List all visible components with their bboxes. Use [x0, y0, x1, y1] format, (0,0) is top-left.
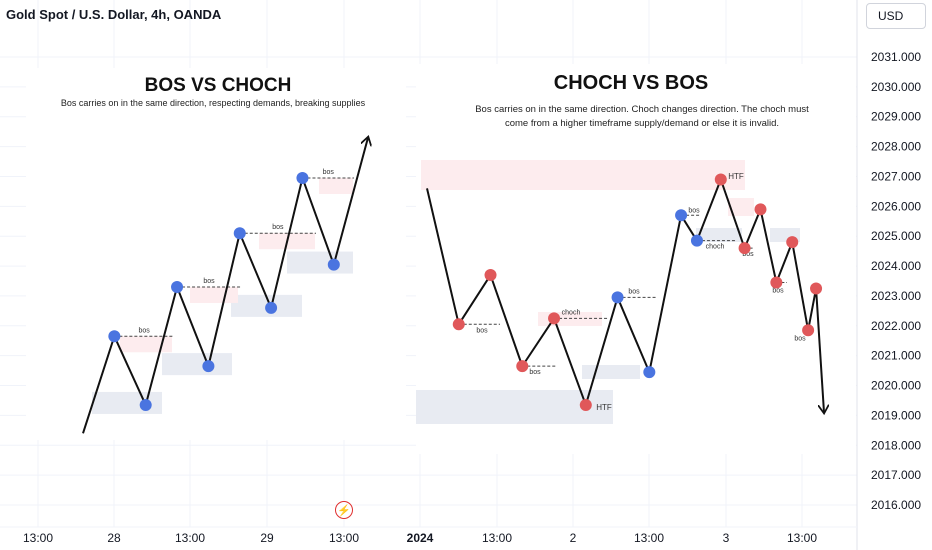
swing-low-point — [327, 258, 340, 271]
x-tick-label: 28 — [107, 531, 121, 545]
x-tick-label: 13:00 — [787, 531, 817, 545]
swing-low-point — [579, 398, 592, 411]
bos-label: bos — [772, 287, 784, 294]
y-tick-label: 2026.000 — [871, 199, 921, 213]
demand-zone — [582, 365, 640, 379]
right-panel-title: CHOCH VS BOS — [554, 72, 708, 94]
supply-zone — [421, 160, 745, 190]
swing-high-point — [548, 312, 561, 325]
right-panel-bg — [416, 64, 856, 454]
y-tick-label: 2019.000 — [871, 408, 921, 422]
bos-label: bos — [272, 224, 284, 231]
supply-zone — [319, 177, 353, 194]
symbol-title: Gold Spot / U.S. Dollar, 4h, OANDA — [6, 7, 222, 22]
bos-label: bos — [529, 369, 541, 376]
y-tick-label: 2028.000 — [871, 140, 921, 154]
bos-label: bos — [628, 288, 640, 295]
demand-zone — [162, 353, 232, 376]
swing-low-point — [202, 360, 215, 373]
bos-label: bos — [476, 327, 488, 334]
htf-demand-label: HTF — [596, 403, 612, 412]
left-price-path — [82, 138, 368, 434]
supply-zone — [728, 198, 754, 216]
bos-label: bos — [323, 169, 335, 176]
x-tick-label: 3 — [723, 531, 730, 545]
right-panel: CHOCH VS BOS Bos carries on in the same … — [416, 64, 856, 454]
y-tick-label: 2027.000 — [871, 169, 921, 183]
currency-button[interactable]: USD — [866, 3, 926, 29]
swing-high-point — [786, 236, 799, 249]
y-tick-label: 2020.000 — [871, 379, 921, 393]
price-axis[interactable]: 2031.000 2030.000 2029.000 2028.000 2027.000… — [871, 50, 921, 512]
supply-zone — [120, 336, 172, 353]
demand-zone — [287, 251, 353, 274]
swing-low-point — [770, 276, 783, 289]
swing-points-layer — [108, 171, 823, 411]
swing-high-point — [171, 280, 184, 293]
swing-high-point — [296, 171, 309, 184]
y-tick-label: 2022.000 — [871, 319, 921, 333]
left-panel-subtitle: Bos carries on in the same direction, re… — [61, 98, 366, 108]
swing-high-point — [233, 227, 246, 240]
swing-low-point — [265, 301, 278, 314]
right-price-path — [426, 178, 824, 412]
swing-low-point — [516, 360, 529, 373]
swing-high-point — [611, 291, 624, 304]
y-tick-label: 2029.000 — [871, 110, 921, 124]
swing-high-point — [675, 209, 688, 222]
bos-label: bos — [688, 207, 700, 214]
swing-high-point — [714, 173, 727, 186]
x-tick-label: 13:00 — [329, 531, 359, 545]
choch-label: choch — [706, 244, 725, 251]
y-tick-label: 2030.000 — [871, 80, 921, 94]
right-panel-subtitle-line-1: Bos carries on in the same direction. Ch… — [475, 104, 809, 115]
bos-label: bos — [203, 278, 215, 285]
right-panel-subtitle-line-2: come from a higher timeframe supply/dema… — [505, 118, 779, 129]
swing-low-point — [738, 242, 751, 255]
x-tick-label: 2 — [570, 531, 577, 545]
swing-high-point — [810, 282, 823, 295]
swing-high-point — [754, 203, 767, 216]
swing-low-point — [452, 318, 465, 331]
bos-label: bos — [794, 335, 806, 342]
time-axis[interactable]: 13:00 28 13:00 29 13:00 2024 13:00 2 13:00 3 13:00 — [23, 531, 817, 545]
x-tick-label: 29 — [260, 531, 274, 545]
demand-zone — [696, 228, 742, 242]
y-tick-label: 2024.000 — [871, 259, 921, 273]
swing-high-point — [484, 269, 497, 282]
y-tick-label: 2016.000 — [871, 498, 921, 512]
choch-label: choch — [562, 309, 581, 316]
bos-label: bos — [742, 251, 754, 258]
left-panel-title: BOS VS CHOCH — [145, 75, 292, 96]
x-tick-label: 13:00 — [23, 531, 53, 545]
y-tick-label: 2017.000 — [871, 468, 921, 482]
x-tick-label: 13:00 — [175, 531, 205, 545]
swing-low-point — [690, 234, 703, 247]
y-tick-label: 2025.000 — [871, 229, 921, 243]
levels-layer: bos bos bos bos HTF HTF bos bos choch bos bos choch… — [114, 169, 810, 412]
swing-low-point — [802, 324, 815, 337]
demand-zone — [92, 391, 162, 414]
swing-low-point — [643, 366, 656, 379]
y-tick-label: 2023.000 — [871, 289, 921, 303]
y-tick-label: 2018.000 — [871, 438, 921, 452]
x-tick-label: 13:00 — [634, 531, 664, 545]
supply-zone — [190, 286, 238, 303]
bos-label: bos — [139, 327, 151, 334]
x-tick-label: 2024 — [407, 531, 434, 545]
y-tick-label: 2031.000 — [871, 50, 921, 64]
swing-high-point — [108, 330, 121, 343]
y-tick-label: 2021.000 — [871, 349, 921, 363]
swing-low-point — [139, 398, 152, 411]
htf-supply-label: HTF — [728, 172, 744, 181]
lightning-icon[interactable]: ⚡ — [335, 501, 353, 519]
x-tick-label: 13:00 — [482, 531, 512, 545]
